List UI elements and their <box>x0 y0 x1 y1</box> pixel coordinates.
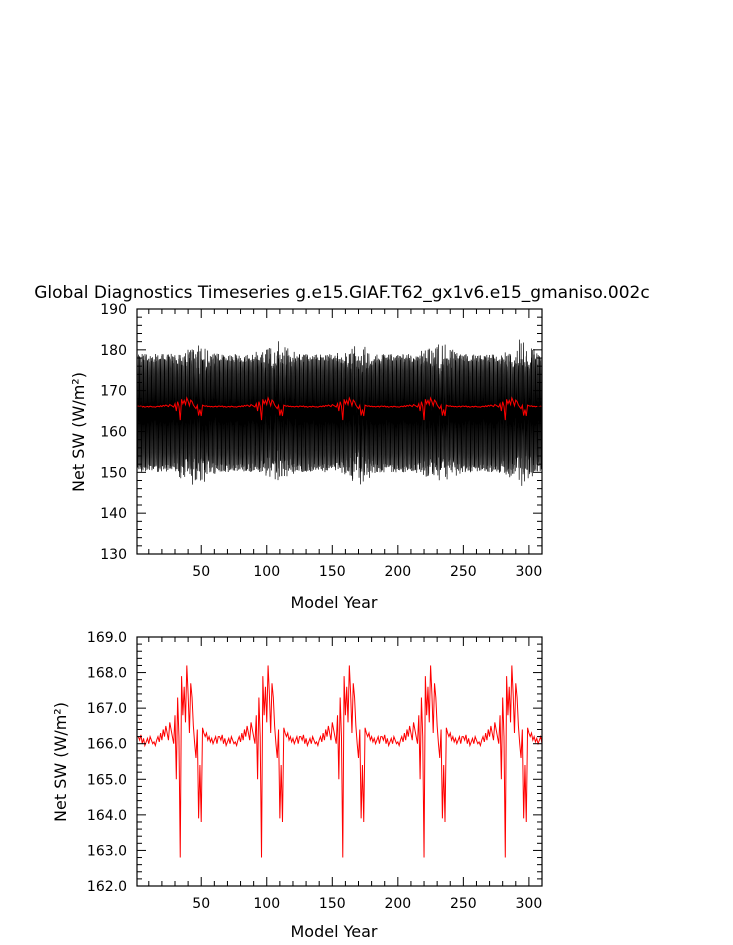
x-tick-label: 100 <box>253 896 280 912</box>
x-axis: 50 100 150 200 250 300 <box>148 637 543 912</box>
y-tick-label: 190 <box>100 302 127 318</box>
top-x-axis-label: Model Year <box>291 593 378 612</box>
x-tick-label: 150 <box>319 896 346 912</box>
x-tick-label: 300 <box>516 564 543 580</box>
annual-mean-series-line <box>137 665 542 858</box>
y-tick-label: 163.0 <box>87 843 127 859</box>
y-tick-label: 166.0 <box>87 737 127 753</box>
y-tick-label: 170 <box>100 384 127 400</box>
x-tick-label: 150 <box>319 564 346 580</box>
chart-title: Global Diagnostics Timeseries g.e15.GIAF… <box>34 283 649 303</box>
y-axis: 162.0 163.0 164.0 165.0 166.0 167.0 168.0 169.0 <box>87 630 542 895</box>
y-tick-label: 168.0 <box>87 666 127 682</box>
bottom-x-axis-label: Model Year <box>291 922 378 941</box>
x-tick-label: 200 <box>384 564 411 580</box>
x-tick-label: 250 <box>450 564 477 580</box>
x-axis: 50 100 150 200 250 300 <box>148 309 543 580</box>
y-tick-label: 160 <box>100 425 127 441</box>
x-tick-label: 50 <box>192 896 210 912</box>
y-tick-label: 167.0 <box>87 701 127 717</box>
y-axis: 130 140 150 160 170 180 190 <box>100 302 542 563</box>
monthly-series-line <box>137 339 542 486</box>
y-tick-label: 162.0 <box>87 879 127 895</box>
bottom-plot-frame <box>136 636 543 887</box>
top-panel: Net SW (W/m²) Model Year 50 100 150 200 250 3… <box>69 302 543 612</box>
bottom-y-axis-label: Net SW (W/m²) <box>51 702 70 822</box>
y-tick-label: 130 <box>100 547 127 563</box>
y-tick-label: 150 <box>100 465 127 481</box>
x-tick-label: 250 <box>450 896 477 912</box>
top-y-axis-label: Net SW (W/m²) <box>69 372 88 492</box>
plot-area <box>137 339 542 486</box>
x-tick-label: 50 <box>192 564 210 580</box>
x-tick-label: 100 <box>253 564 280 580</box>
x-tick-label: 200 <box>384 896 411 912</box>
annual-mean-series-line <box>137 396 542 421</box>
x-tick-label: 300 <box>516 896 543 912</box>
y-tick-label: 169.0 <box>87 630 127 646</box>
y-tick-label: 140 <box>100 506 127 522</box>
y-tick-label: 165.0 <box>87 772 127 788</box>
plot-area <box>137 665 542 858</box>
y-tick-label: 164.0 <box>87 808 127 824</box>
y-tick-label: 180 <box>100 343 127 359</box>
bottom-panel: Net SW (W/m²) Model Year 50 100 150 200 250 3… <box>51 630 543 941</box>
